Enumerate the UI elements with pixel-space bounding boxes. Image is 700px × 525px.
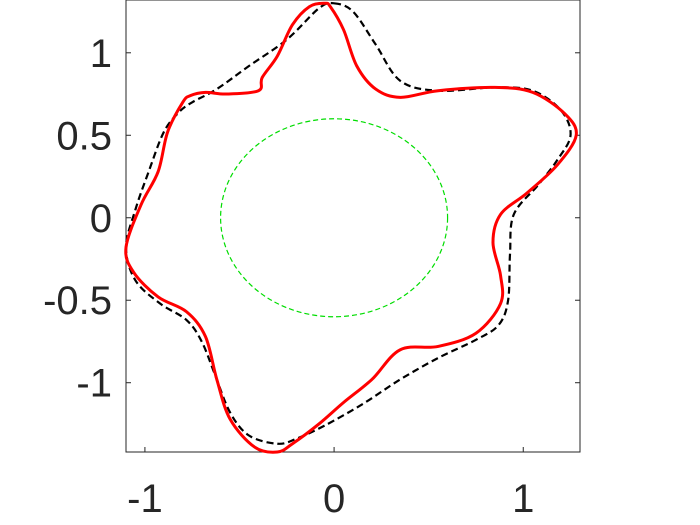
series-layer	[124, 1, 578, 454]
x-tick-label: 1	[512, 477, 534, 521]
y-tick-label: 1	[90, 32, 112, 76]
y-tick-label: -0.5	[43, 279, 112, 323]
y-tick-label: 0	[90, 197, 112, 241]
inner-circle-series	[219, 118, 449, 318]
solid-red-series	[124, 1, 578, 454]
x-axis: -1 0 1	[127, 447, 534, 521]
plot-area: -1 0 1 1 0.5 0 -0.5 -1	[43, 0, 581, 521]
y-axis: 1 0.5 0 -0.5 -1	[43, 32, 580, 406]
axes-box	[125, 0, 581, 453]
y-tick-label: 0.5	[56, 114, 112, 158]
y-tick-label: -1	[76, 362, 112, 406]
x-tick-label: -1	[127, 477, 163, 521]
x-tick-label: 0	[323, 477, 345, 521]
dashed-black-series	[124, 1, 572, 445]
